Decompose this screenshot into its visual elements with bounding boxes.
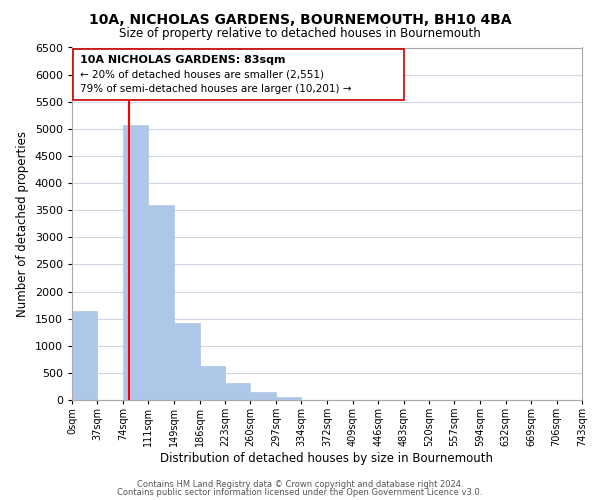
Bar — [123, 124, 148, 400]
Text: 10A, NICHOLAS GARDENS, BOURNEMOUTH, BH10 4BA: 10A, NICHOLAS GARDENS, BOURNEMOUTH, BH10… — [89, 12, 511, 26]
Text: Contains public sector information licensed under the Open Government Licence v3: Contains public sector information licen… — [118, 488, 482, 497]
Text: 10A NICHOLAS GARDENS: 83sqm: 10A NICHOLAS GARDENS: 83sqm — [80, 56, 285, 66]
Bar — [276, 396, 301, 400]
Bar — [72, 310, 97, 400]
Text: Size of property relative to detached houses in Bournemouth: Size of property relative to detached ho… — [119, 28, 481, 40]
X-axis label: Distribution of detached houses by size in Bournemouth: Distribution of detached houses by size … — [161, 452, 493, 465]
Bar — [250, 392, 276, 400]
Bar — [174, 323, 200, 400]
Bar — [148, 205, 174, 400]
Y-axis label: Number of detached properties: Number of detached properties — [16, 130, 29, 317]
FancyBboxPatch shape — [73, 49, 404, 100]
Text: 79% of semi-detached houses are larger (10,201) →: 79% of semi-detached houses are larger (… — [80, 84, 351, 94]
Text: Contains HM Land Registry data © Crown copyright and database right 2024.: Contains HM Land Registry data © Crown c… — [137, 480, 463, 489]
Text: ← 20% of detached houses are smaller (2,551): ← 20% of detached houses are smaller (2,… — [80, 70, 323, 80]
Bar — [225, 384, 250, 400]
Bar — [200, 366, 225, 400]
